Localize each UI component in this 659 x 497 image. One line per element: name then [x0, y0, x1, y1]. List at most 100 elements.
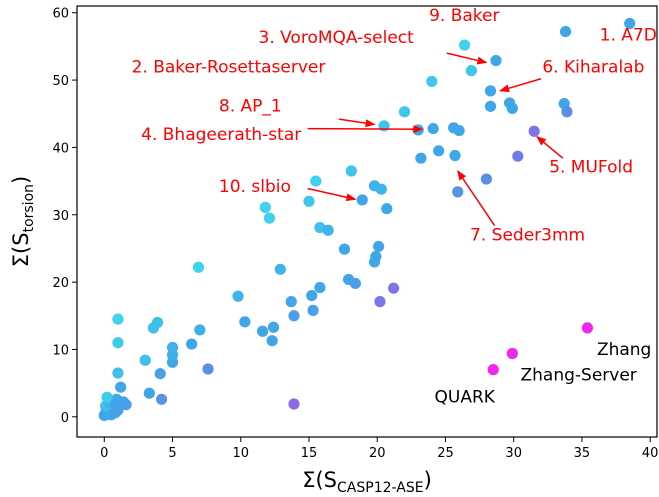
data-point	[356, 194, 368, 206]
annotation-arrow	[338, 118, 376, 128]
x-tick-label: 40	[642, 446, 659, 461]
data-point	[154, 368, 166, 380]
annotation-label: 6. Kiharalab	[542, 58, 644, 78]
data-point	[266, 335, 278, 347]
data-point	[415, 152, 427, 164]
plot-frame	[76, 5, 658, 438]
data-point	[139, 354, 151, 366]
annotation-arrow	[307, 187, 357, 202]
data-point	[561, 106, 573, 118]
annotation-arrow	[536, 136, 564, 159]
data-point	[375, 183, 387, 195]
data-point	[452, 186, 464, 198]
data-point	[487, 364, 499, 376]
annotation-arrow	[446, 52, 488, 65]
data-point	[267, 321, 280, 333]
data-point	[427, 122, 439, 135]
data-point	[120, 399, 132, 411]
data-point	[349, 277, 361, 290]
annotation-label: 3. VoroMQA-select	[259, 28, 415, 48]
y-tick-label: 20	[52, 276, 69, 291]
data-point	[112, 337, 124, 349]
x-axis-label-main: Σ(S	[302, 468, 337, 492]
x-axis-label: Σ(SCASP12-ASE)	[302, 468, 432, 496]
data-point	[192, 261, 205, 273]
data-point	[285, 296, 297, 308]
data-point	[166, 341, 179, 354]
data-point	[528, 125, 540, 137]
x-axis-label-end: )	[424, 468, 432, 492]
data-point	[156, 393, 168, 405]
annotation-label: 10. slbio	[219, 177, 291, 197]
data-point	[115, 381, 127, 393]
annotation-label: 5. MUFold	[549, 157, 633, 177]
y-axis-label-sub: torsion	[21, 184, 37, 232]
data-point	[484, 100, 497, 112]
data-point	[239, 316, 251, 328]
data-point	[257, 325, 269, 337]
data-point	[232, 290, 244, 302]
annotation-label: 1. A7D	[600, 25, 657, 45]
data-point	[398, 106, 411, 118]
data-point	[624, 17, 636, 30]
annotation-label: 4. Bhageerath-star	[141, 125, 301, 145]
data-point	[449, 149, 461, 162]
y-tick-label: 60	[52, 7, 69, 22]
data-point	[506, 347, 518, 360]
data-point	[288, 310, 300, 322]
x-tick-label: 10	[232, 446, 249, 461]
data-point	[465, 65, 477, 77]
data-point	[506, 102, 518, 114]
annotation-label: Zhang-Server	[521, 365, 637, 385]
data-point	[322, 224, 334, 236]
y-tick-label: 30	[52, 209, 69, 224]
annotation-arrow	[499, 78, 542, 93]
x-tick-label: 30	[505, 446, 522, 461]
data-point	[314, 281, 326, 294]
annotation-label: Zhang	[597, 340, 651, 360]
data-point	[202, 363, 214, 375]
data-point	[433, 145, 445, 157]
data-points	[98, 17, 636, 422]
data-point	[112, 313, 124, 325]
annotation-arrow	[457, 170, 496, 226]
data-point	[426, 75, 438, 88]
data-point	[263, 212, 276, 224]
data-point	[374, 296, 386, 308]
data-point	[388, 282, 400, 294]
data-point	[101, 391, 113, 403]
x-tick-label: 25	[437, 446, 454, 461]
data-point	[458, 39, 471, 51]
y-tick-label: 50	[52, 74, 69, 89]
x-tick-label: 0	[100, 446, 108, 461]
data-point	[484, 85, 497, 97]
x-tick-label: 5	[168, 446, 176, 461]
annotation-label: 2. Baker-Rosettaserver	[132, 58, 326, 78]
x-tick-label: 35	[574, 446, 591, 461]
data-point	[143, 387, 155, 399]
data-point	[378, 120, 390, 132]
y-tick-label: 10	[52, 343, 69, 358]
data-point	[345, 165, 357, 177]
y-axis-label-main: Σ(S	[9, 232, 33, 267]
annotation-label: 7. Seder3mm	[470, 225, 585, 245]
annotation-label: 8. AP_1	[219, 97, 282, 117]
data-point	[306, 289, 318, 302]
data-point	[490, 54, 502, 67]
y-tick-label: 40	[52, 141, 69, 156]
data-point	[512, 150, 524, 162]
y-tick-label: 0	[61, 411, 69, 426]
annotation-label: QUARK	[435, 388, 496, 408]
y-axis-label: Σ(Storsion)	[9, 176, 37, 267]
y-axis-ticks: 0 10 20 30 40 50 60	[52, 7, 77, 426]
x-tick-label: 15	[301, 446, 318, 461]
data-point	[186, 338, 198, 350]
data-point	[381, 203, 393, 215]
annotation-arrow	[307, 125, 424, 134]
y-axis-label-end: )	[9, 176, 33, 184]
data-point	[373, 240, 385, 253]
data-point	[307, 304, 319, 316]
data-point	[274, 263, 286, 275]
x-axis-ticks: 0 5 10 15 20 25 30 35 40	[100, 437, 658, 461]
